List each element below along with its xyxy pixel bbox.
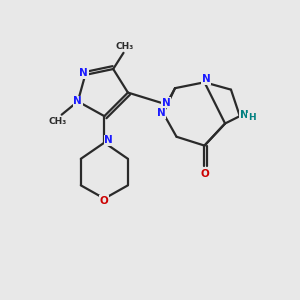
Text: N: N [162,98,171,108]
Text: N: N [74,96,82,106]
Text: N: N [240,110,249,120]
Text: O: O [100,196,109,206]
Text: O: O [200,169,209,178]
Text: N: N [202,74,210,84]
Text: N: N [104,135,113,145]
Text: H: H [248,113,255,122]
Text: N: N [157,108,165,118]
Text: CH₃: CH₃ [48,117,66,126]
Text: N: N [80,68,88,78]
Text: CH₃: CH₃ [116,42,134,51]
